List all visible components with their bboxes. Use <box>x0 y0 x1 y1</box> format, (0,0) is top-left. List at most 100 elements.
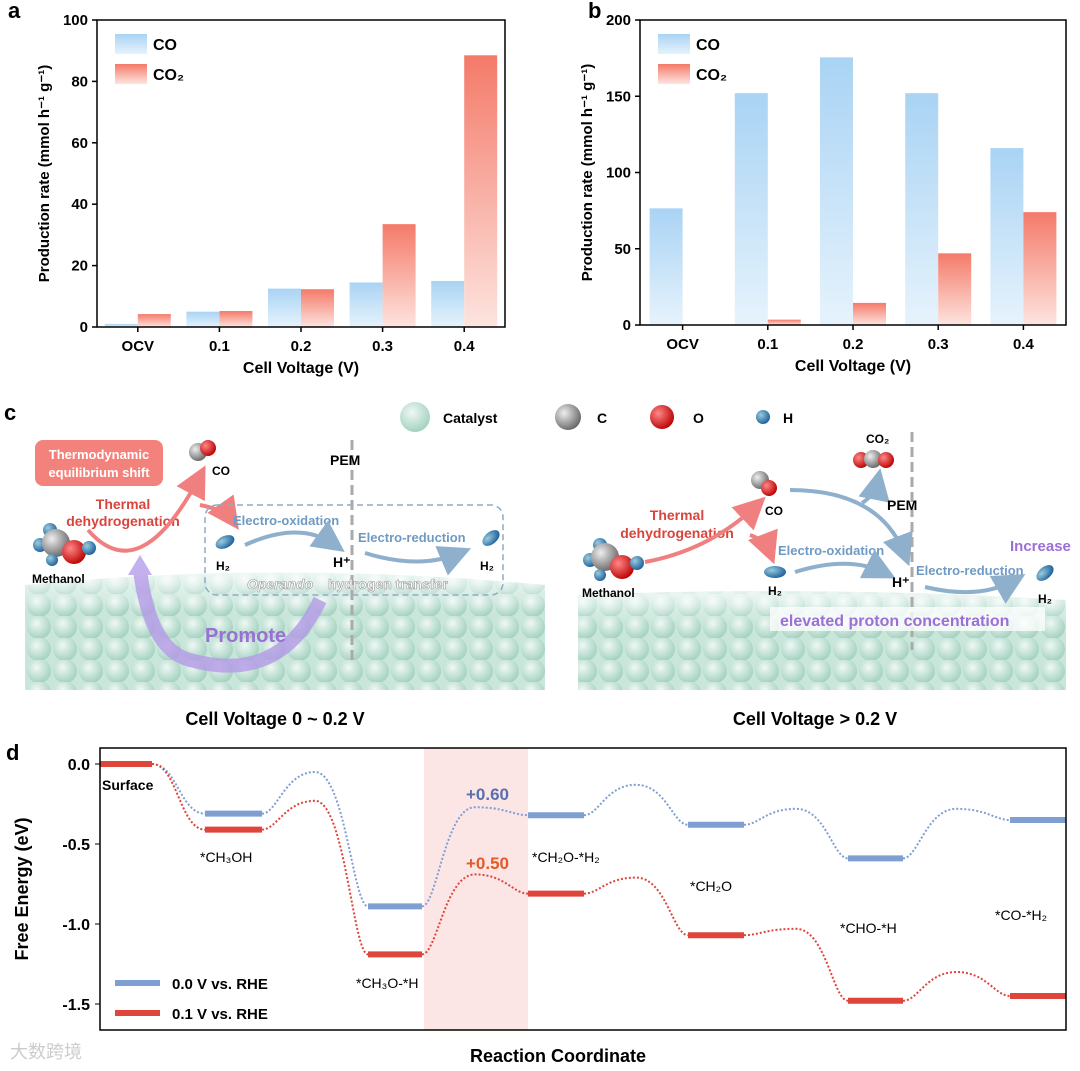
co2-label: CO₂ <box>866 432 889 446</box>
reaction-path-1 <box>421 873 529 956</box>
reaction-path-1 <box>902 970 1011 1002</box>
y-axis-label: Production rate (mmol h⁻¹ g⁻¹) <box>579 64 596 282</box>
legend-label: CO <box>696 37 720 54</box>
reaction-path-0 <box>743 807 849 860</box>
state-label: *CHO-*H <box>840 920 897 936</box>
legend-swatch <box>115 64 147 84</box>
co2-molecule-icon <box>853 450 894 468</box>
bar-co2-0.2 <box>301 289 334 327</box>
legend-swatch <box>115 34 147 54</box>
x-tick-label: 0.2 <box>291 338 312 355</box>
bar-co-0.2 <box>268 288 301 327</box>
y-tick-label: 0.0 <box>68 757 90 774</box>
h2-product-icon <box>1036 565 1054 581</box>
reaction-path-0 <box>583 783 689 826</box>
transfer-label: hydrogen transfer <box>328 576 448 592</box>
legend-o: O <box>693 410 704 426</box>
dehydrogenation-label: dehydrogenation <box>620 525 734 541</box>
legend-swatch <box>658 34 690 54</box>
x-tick-label: 0.3 <box>928 336 949 353</box>
x-tick-label: 0.1 <box>209 338 230 355</box>
y-tick-label: 100 <box>606 165 631 182</box>
panel-label: b <box>588 0 601 23</box>
bar-co-OCV <box>649 208 683 325</box>
x-axis-label: Reaction Coordinate <box>470 1046 646 1066</box>
atom-legend: Catalyst C O H <box>400 402 793 432</box>
legend-c: C <box>597 410 607 426</box>
x-tick-label: 0.3 <box>372 338 393 355</box>
methanol-molecule-icon <box>583 538 644 581</box>
bar-co-0.3 <box>905 93 939 325</box>
bar-co2-0.1 <box>219 311 253 327</box>
h2-label: H₂ <box>216 559 230 573</box>
reaction-path-1 <box>743 927 849 1002</box>
state-label: *CH₂O-*H₂ <box>532 849 600 865</box>
legend-label: 0.0 V vs. RHE <box>172 976 268 993</box>
h2-molecule-icon <box>215 535 235 549</box>
h2-molecule-icon <box>764 566 786 578</box>
h-plus-label: H⁺ <box>892 574 910 590</box>
y-tick-label: 40 <box>71 196 88 213</box>
reaction-path-0 <box>151 763 206 815</box>
y-tick-label: 0 <box>623 317 631 334</box>
y-tick-label: 200 <box>606 12 631 29</box>
methanol-label: Methanol <box>582 586 635 600</box>
x-tick-label: 0.4 <box>454 338 476 355</box>
legend-h: H <box>783 410 793 426</box>
y-tick-label: 100 <box>63 12 88 29</box>
box-text-2: equilibrium shift <box>48 465 150 480</box>
state-label: *CO-*H₂ <box>995 907 1047 923</box>
bar-co-0.1 <box>734 93 768 325</box>
x-axis-label: Cell Voltage (V) <box>243 360 359 377</box>
h2-product-icon <box>482 530 500 546</box>
co-label: CO <box>212 464 230 478</box>
equilibrium-shift-box <box>35 440 163 486</box>
carbon-legend-icon <box>555 404 581 430</box>
y-tick-label: 20 <box>71 258 88 275</box>
reaction-path-0 <box>261 770 369 908</box>
x-tick-label: OCV <box>122 338 155 355</box>
y-axis-label: Free Energy (eV) <box>12 817 32 960</box>
increase-label: Increase <box>1010 538 1071 555</box>
catalyst-legend-icon <box>400 402 430 432</box>
x-tick-label: 0.4 <box>1013 336 1035 353</box>
left-scheme: Thermodynamic equilibrium shift CO Therm… <box>25 440 545 729</box>
reaction-path-0 <box>902 807 1011 860</box>
panel-b-chart: b OCV 0.1 0.2 0.3 0.4 0 50 100 150 200 Cell Voltage… <box>579 0 1067 375</box>
right-scheme: CO₂ CO PEM Thermal dehydrogenation Metha… <box>578 432 1071 729</box>
electro-reduction-label: Electro-reduction <box>358 530 466 545</box>
promote-label: Promote <box>205 625 286 647</box>
panel-c-schematic: c Catalyst C O H Thermodynamic equilibri… <box>4 400 1071 729</box>
state-label: *CH₂O <box>690 878 732 894</box>
plot-frame <box>99 747 1067 1031</box>
h2-product-label: H₂ <box>480 559 494 573</box>
y-tick-label: -0.5 <box>62 837 90 854</box>
operando-label: Operando <box>247 576 314 592</box>
barrier-annotation-red: +0.50 <box>466 854 509 873</box>
state-label: Surface <box>102 777 154 793</box>
bar-co2-0.3 <box>938 253 972 325</box>
y-tick-label: -1.0 <box>62 917 90 934</box>
watermark: 大数跨境 <box>10 1042 82 1062</box>
bar-co-OCV <box>104 323 138 327</box>
pem-label: PEM <box>887 497 917 513</box>
bar-co2-0.3 <box>382 224 416 327</box>
electro-oxidation-label: Electro-oxidation <box>233 513 339 528</box>
electro-oxidation-label: Electro-oxidation <box>778 543 884 558</box>
h-plus-label: H⁺ <box>333 554 351 570</box>
x-tick-label: OCV <box>666 336 699 353</box>
h2-product-label: H₂ <box>1038 592 1052 606</box>
bar-co-0.3 <box>349 282 383 327</box>
y-tick-label: 80 <box>71 73 88 90</box>
h2-label: H₂ <box>768 584 782 598</box>
bar-co2-0.1 <box>767 319 801 325</box>
electro-reduction-label: Electro-reduction <box>916 563 1024 578</box>
hydrogen-transfer-box <box>204 504 504 596</box>
thermal-label: Thermal <box>96 496 150 512</box>
methanol-molecule-icon <box>33 523 96 566</box>
panel-a-chart: a OCV 0.1 0.2 0.3 0.4 0 20 40 60 80 100 Cell Voltage… <box>8 0 506 377</box>
thermal-label: Thermal <box>650 507 704 523</box>
panel-label: d <box>6 740 19 765</box>
box-text: Thermodynamic <box>49 447 149 462</box>
